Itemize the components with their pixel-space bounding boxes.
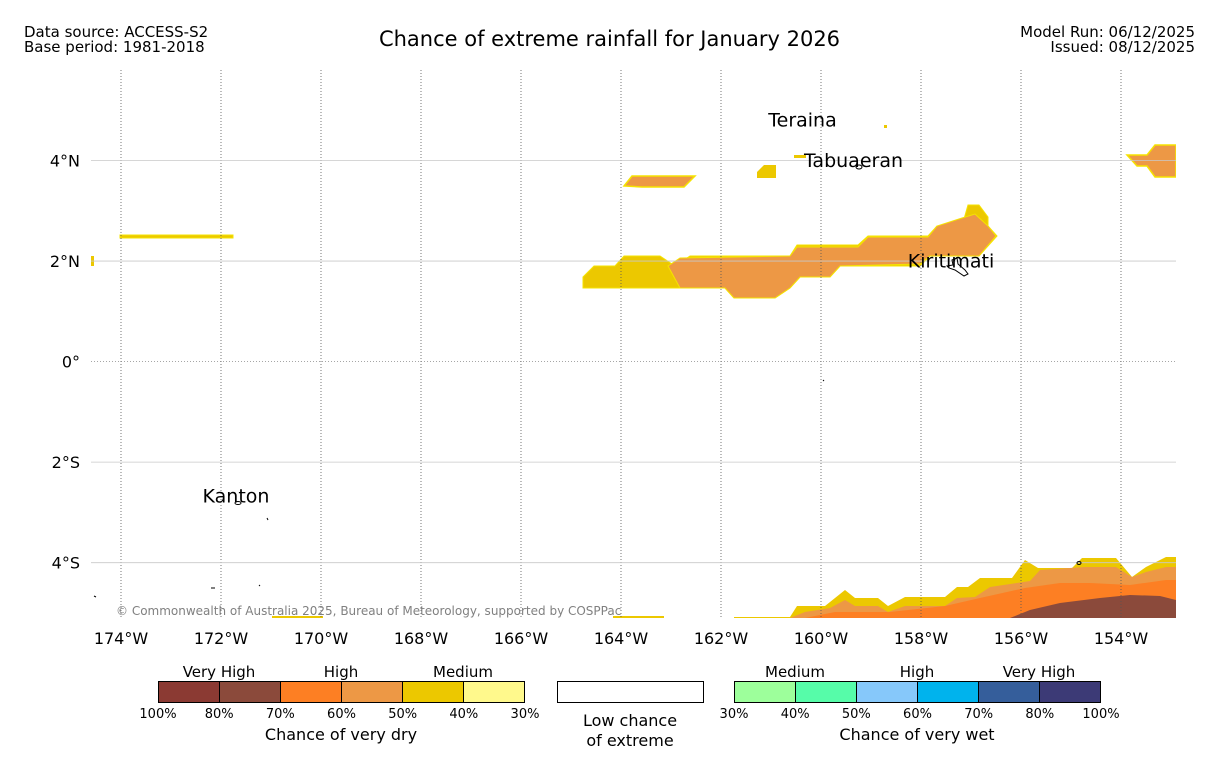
legend-dry-head-high: High — [324, 663, 358, 681]
lon-tick-label: 172°W — [194, 629, 249, 648]
islet-1 — [267, 518, 268, 520]
rainfall-map: 174°W 172°W 170°W 168°W 166°W 164°W 162°W 160°W… — [0, 0, 1219, 660]
legend-wet-head-very-high: Very High — [1003, 663, 1076, 681]
legend-wet-head-medium: Medium — [765, 663, 825, 681]
lat-tick-label: 2°S — [52, 453, 80, 472]
lon-tick-label: 160°W — [794, 629, 849, 648]
legend-wet-tick: 80% — [1025, 707, 1054, 722]
legend-dry-swatch — [342, 682, 403, 702]
legend-wet-caption: Chance of very wet — [839, 725, 994, 744]
legend-wet-head-high: High — [900, 663, 934, 681]
legend-wet-tick: 30% — [720, 707, 749, 722]
legend-dry-head-medium: Medium — [433, 663, 493, 681]
legend-dry-caption: Chance of very dry — [265, 725, 417, 744]
place-label-kiritimati: Kiritimati — [908, 251, 994, 273]
place-label-kanton: Kanton — [203, 485, 270, 507]
lon-tick-label: 174°W — [94, 629, 149, 648]
legend-low-swatch — [557, 681, 704, 703]
legend-dry-tick: 100% — [139, 707, 176, 722]
legend-dry-swatch — [464, 682, 524, 702]
dry-anomaly-regions — [91, 125, 1176, 618]
map-grid — [91, 70, 1176, 618]
legend-dry-swatch — [281, 682, 342, 702]
legend-low-line1: Low chance — [550, 711, 710, 731]
islet-4 — [94, 596, 96, 597]
lon-tick-label: 158°W — [894, 629, 949, 648]
legend-dry-colorbar — [158, 681, 525, 703]
lon-tick-label: 156°W — [994, 629, 1049, 648]
islet-3 — [259, 585, 260, 586]
region-high-dry-north — [624, 176, 695, 187]
legend-wet-tick: 60% — [903, 707, 932, 722]
place-label-tabuaeran: Tabuaeran — [803, 150, 903, 172]
region-medium-dry-dot — [757, 165, 776, 178]
lat-tick-label: 2°N — [50, 252, 80, 271]
islet-5 — [823, 380, 824, 381]
legend-dry-swatch — [403, 682, 464, 702]
legend-dry-swatch — [220, 682, 281, 702]
lon-tick-label: 162°W — [694, 629, 749, 648]
legend-wet-swatch — [979, 682, 1040, 702]
copyright-text: © Commonwealth of Australia 2025, Bureau… — [116, 604, 621, 618]
lon-tick-label: 170°W — [294, 629, 349, 648]
legend-wet-swatch — [796, 682, 857, 702]
legend-dry-tick: 50% — [388, 707, 417, 722]
lon-tick-label: 154°W — [1094, 629, 1149, 648]
legend-dry-tick: 70% — [266, 707, 295, 722]
legend-low-line2: of extreme — [550, 731, 710, 751]
lat-tick-label: 0° — [62, 353, 80, 372]
region-medium-dry-west-line — [120, 235, 233, 238]
region-high-dry-east — [1127, 145, 1176, 177]
legend-wet-swatch — [735, 682, 796, 702]
lat-tick-label: 4°N — [50, 151, 80, 170]
region-medium-dry-dot3 — [884, 125, 887, 128]
legend-wet-swatch — [857, 682, 918, 702]
legend-dry-tick: 30% — [511, 707, 540, 722]
legend-wet-tick: 50% — [842, 707, 871, 722]
lon-tick-label: 164°W — [594, 629, 649, 648]
legend-wet-tick: 100% — [1082, 707, 1119, 722]
lat-tick-label: 4°S — [52, 554, 80, 573]
place-label-teraina: Teraina — [767, 109, 837, 131]
legend-wet-tick: 70% — [964, 707, 993, 722]
legend-dry-tick: 80% — [205, 707, 234, 722]
legend-dry-head-very-high: Very High — [183, 663, 256, 681]
legend-dry-swatch — [159, 682, 220, 702]
legend-dry-tick: 40% — [449, 707, 478, 722]
lon-tick-label: 166°W — [494, 629, 549, 648]
legend-dry-tick: 60% — [327, 707, 356, 722]
lon-tick-label: 168°W — [394, 629, 449, 648]
coastlines — [94, 125, 1081, 597]
legend-wet-tick: 40% — [781, 707, 810, 722]
legend-low-caption: Low chance of extreme — [550, 711, 710, 751]
legend-wet-swatch — [1040, 682, 1100, 702]
legend-wet-colorbar — [734, 681, 1101, 703]
legend-wet-swatch — [918, 682, 979, 702]
